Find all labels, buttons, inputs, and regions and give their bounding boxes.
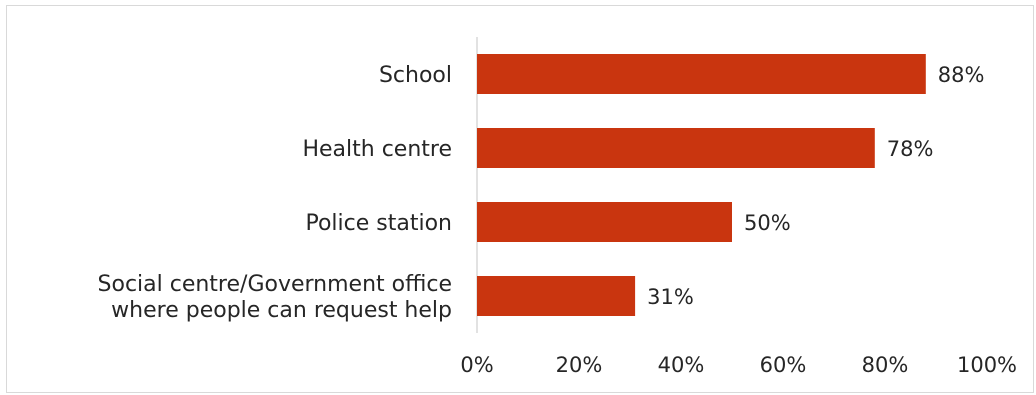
data-label-1: 78% bbox=[887, 137, 934, 161]
x-tick-label-3: 60% bbox=[760, 353, 807, 377]
x-tick-label-4: 80% bbox=[862, 353, 909, 377]
bar-2 bbox=[477, 202, 732, 242]
category-label-3: Social centre/Government office where peo… bbox=[98, 272, 452, 323]
bar-3 bbox=[477, 276, 636, 316]
x-tick-label-5: 100% bbox=[957, 353, 1017, 377]
x-tick-label-0: 0% bbox=[460, 353, 493, 377]
data-label-3: 31% bbox=[647, 285, 694, 309]
data-label-0: 88% bbox=[938, 63, 985, 87]
x-tick-label-2: 40% bbox=[658, 353, 705, 377]
category-label-1: Health centre bbox=[302, 137, 452, 162]
category-label-0: School bbox=[379, 63, 452, 88]
data-label-2: 50% bbox=[744, 211, 791, 235]
category-label-2: Police station bbox=[305, 211, 452, 236]
bar-0 bbox=[477, 54, 926, 94]
x-tick-label-1: 20% bbox=[556, 353, 603, 377]
bar-1 bbox=[477, 128, 875, 168]
